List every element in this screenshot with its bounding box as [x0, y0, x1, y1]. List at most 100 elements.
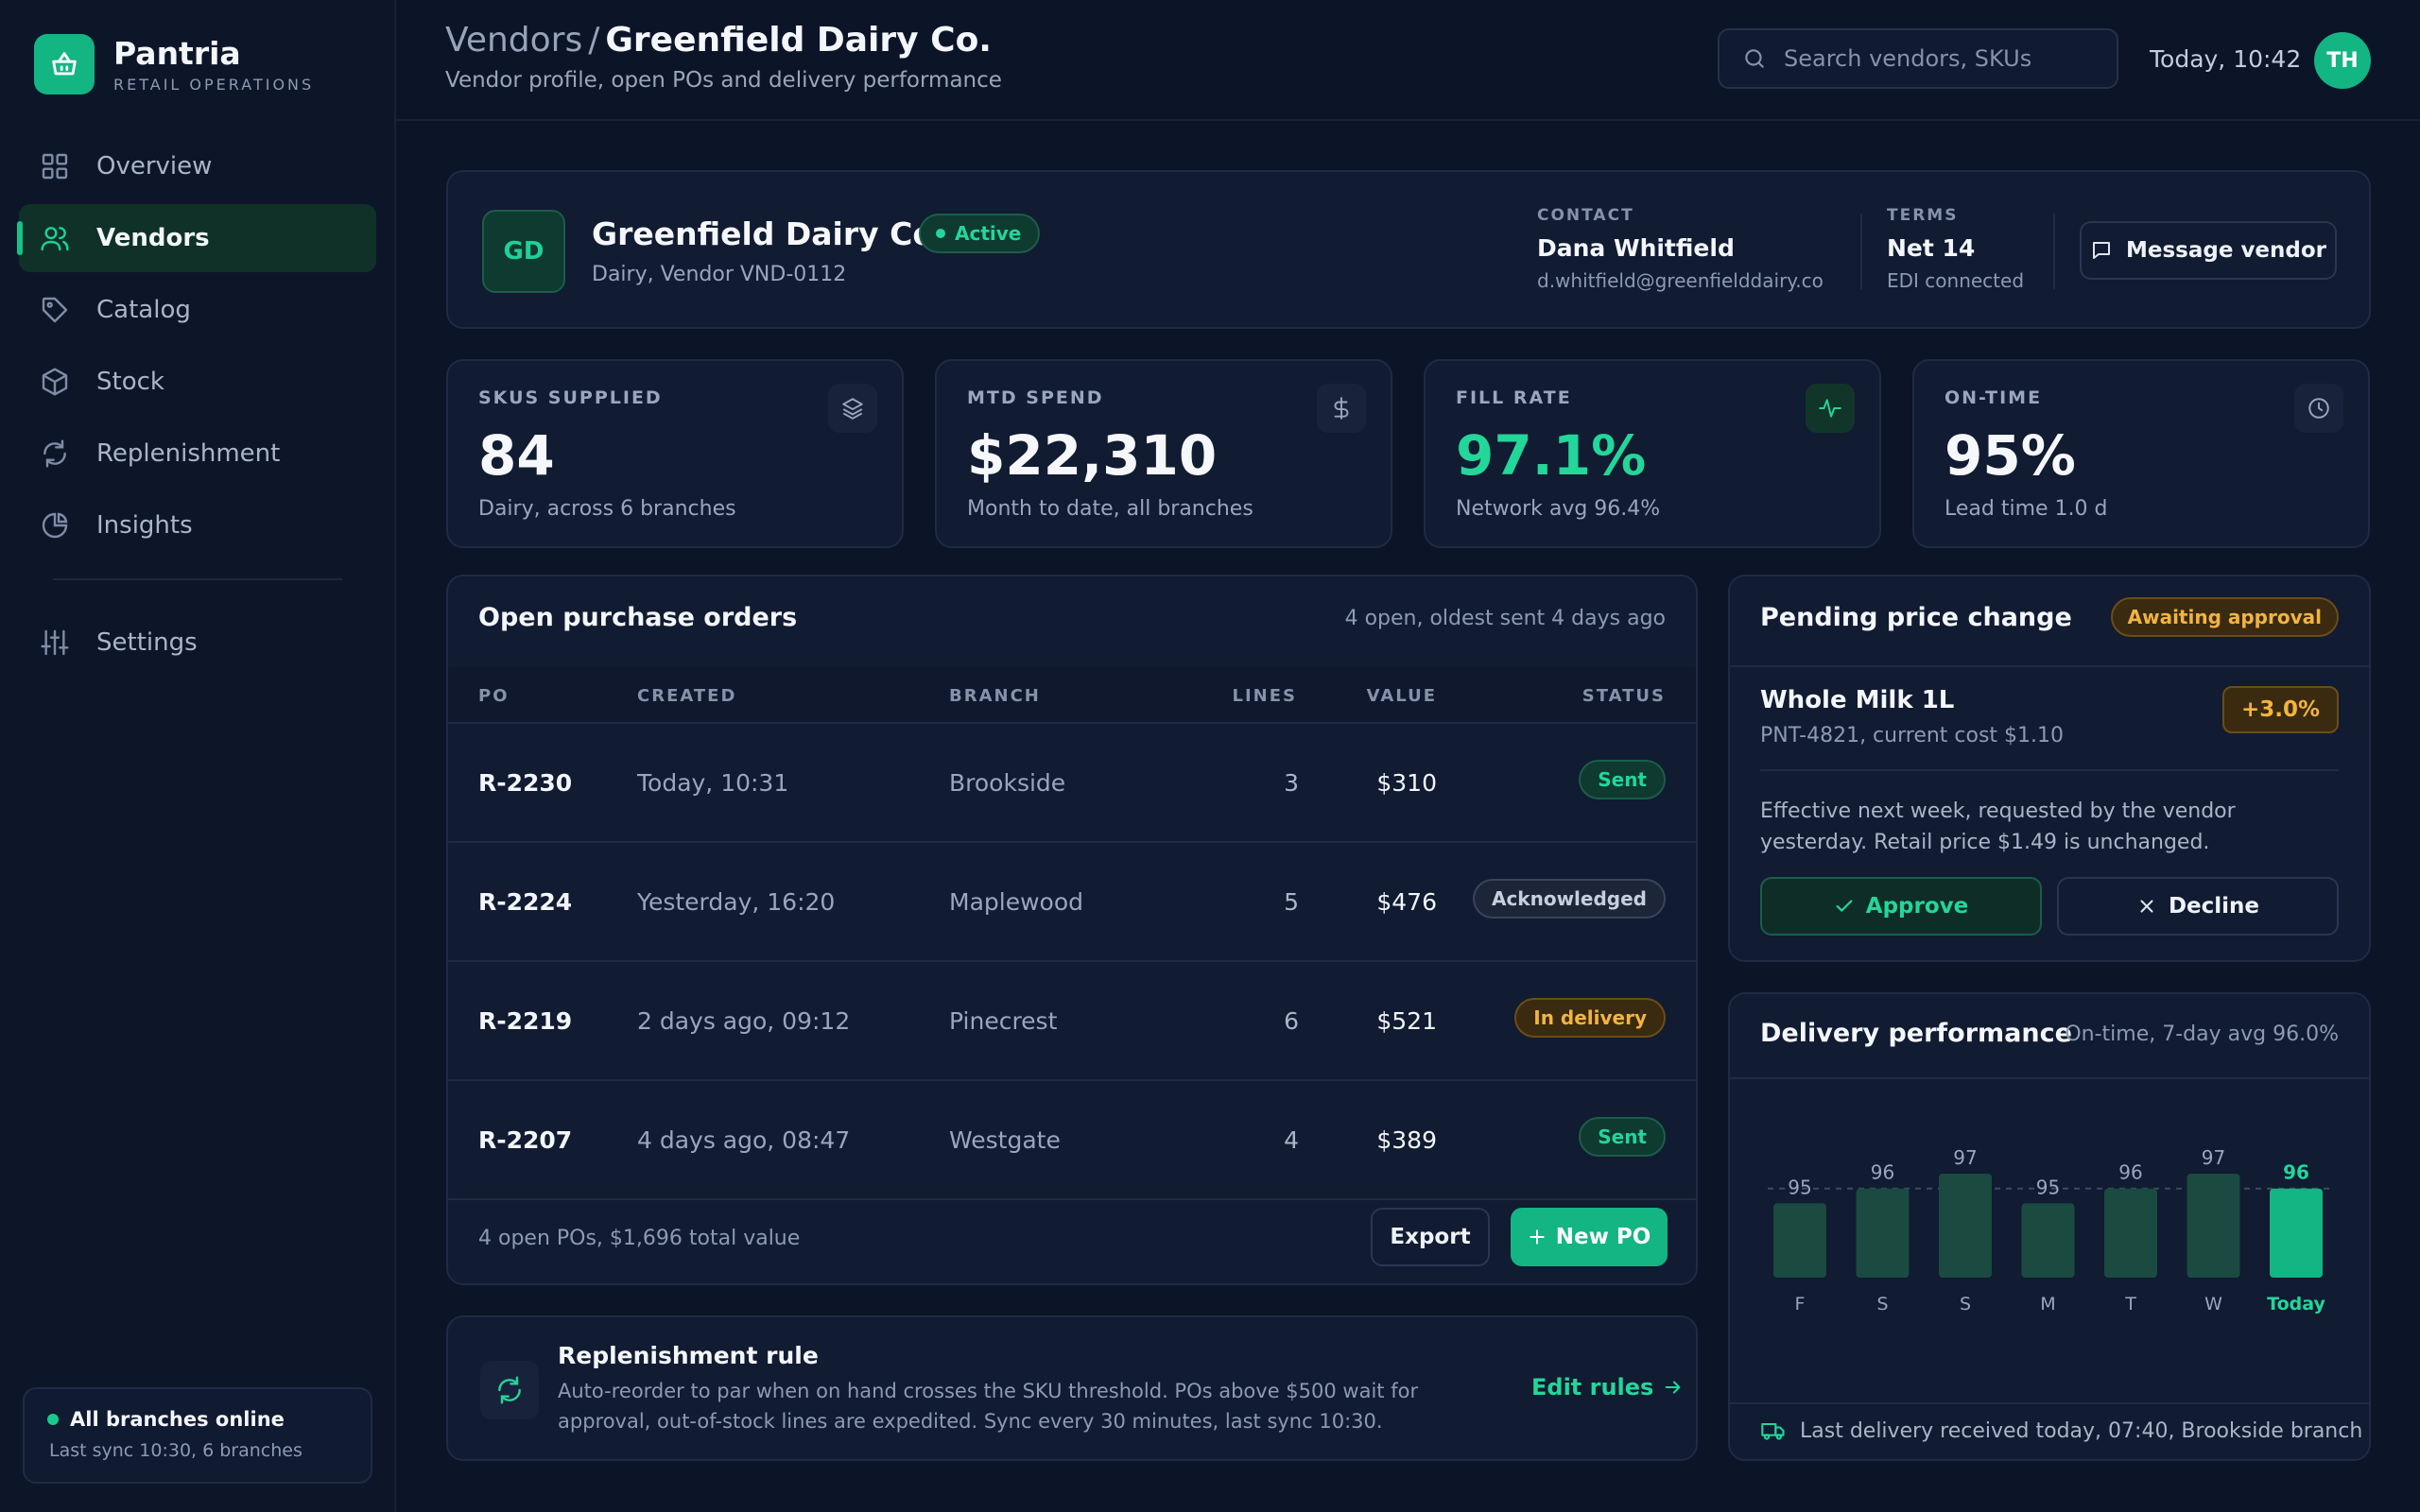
page-title: Greenfield Dairy Co.	[605, 21, 992, 60]
po-value: $521	[1376, 1007, 1437, 1035]
vendor-contact: CONTACT Dana Whitfield d.whitfield@green…	[1537, 206, 1824, 292]
po-branch: Maplewood	[949, 888, 1083, 916]
column-header[interactable]: VALUE	[1366, 686, 1437, 706]
stat-card-fill-rate: FILL RATE 97.1% Network avg 96.4%	[1424, 359, 1881, 548]
dollar-icon	[1317, 384, 1366, 433]
tag-icon	[42, 297, 68, 323]
approve-button[interactable]: Approve	[1760, 877, 2042, 936]
column-header[interactable]: LINES	[1232, 686, 1297, 706]
po-number[interactable]: R-2224	[478, 888, 573, 916]
chart-category-label: T	[2124, 1294, 2136, 1314]
chart-bar[interactable]	[1856, 1188, 1910, 1278]
chart-bar[interactable]	[2270, 1188, 2323, 1278]
table-row[interactable]: R-2219 2 days ago, 09:12 Pinecrest 6 $52…	[448, 962, 1696, 1081]
chart-bar[interactable]	[2187, 1174, 2240, 1278]
chart-bar[interactable]	[1939, 1174, 1992, 1278]
clock-icon	[2294, 384, 2343, 433]
sidebar-item-label: Replenishment	[96, 439, 281, 468]
status-title: All branches online	[70, 1408, 285, 1431]
divider	[2053, 214, 2055, 289]
stat-card-spend: MTD SPEND $22,310 Month to date, all bra…	[935, 359, 1392, 548]
po-branch: Pinecrest	[949, 1007, 1058, 1035]
chart-bar[interactable]	[1773, 1203, 1826, 1278]
table-row[interactable]: R-2230 Today, 10:31 Brookside 3 $310 Sen…	[448, 724, 1696, 843]
vendor-subtitle: Dairy, Vendor VND-0112	[592, 263, 847, 286]
column-header[interactable]: STATUS	[1582, 686, 1666, 706]
avatar[interactable]: TH	[2314, 32, 2371, 89]
brand[interactable]: Pantria RETAIL OPERATIONS	[34, 34, 314, 94]
branch-status[interactable]: All branches online Last sync 10:30, 6 b…	[23, 1387, 372, 1484]
refresh-icon	[43, 439, 66, 468]
new-po-button[interactable]: New PO	[1511, 1208, 1668, 1266]
chart-data-label: 96	[1871, 1161, 1894, 1184]
sidebar-item-label: Stock	[96, 368, 164, 396]
column-header[interactable]: PO	[478, 686, 510, 706]
sidebar-item-stock[interactable]: Stock	[19, 348, 376, 416]
message-vendor-label: Message vendor	[2125, 238, 2327, 263]
vendor-name: Greenfield Dairy Co.	[592, 215, 946, 252]
stat-value: 97.1%	[1456, 423, 1647, 488]
terms-label: TERMS	[1887, 206, 1959, 225]
stat-card-skus: SKUS SUPPLIED 84 Dairy, across 6 branche…	[446, 359, 904, 548]
table-row[interactable]: R-2224 Yesterday, 16:20 Maplewood 5 $476…	[448, 843, 1696, 962]
search-input[interactable]	[1784, 45, 2096, 72]
check-icon	[1836, 900, 1853, 912]
table-row[interactable]: R-2207 4 days ago, 08:47 Westgate 4 $389…	[448, 1081, 1696, 1200]
po-branch: Brookside	[949, 769, 1066, 797]
chart-data-label: 95	[1788, 1176, 1811, 1198]
status-dot	[936, 229, 945, 238]
sidebar-item-insights[interactable]: Insights	[19, 491, 376, 559]
sidebar-item-settings[interactable]: Settings	[19, 609, 376, 677]
sidebar-item-overview[interactable]: Overview	[19, 132, 376, 200]
po-value: $476	[1376, 888, 1437, 916]
table-header: PO CREATED BRANCH LINES VALUE STATUS	[448, 667, 1696, 724]
edit-rules-label: Edit rules	[1531, 1374, 1654, 1400]
breadcrumb-parent[interactable]: Vendors	[445, 21, 583, 60]
terms-value: Net 14	[1887, 234, 1976, 262]
stat-label: SKUS SUPPLIED	[478, 387, 663, 408]
rule-title: Replenishment rule	[558, 1342, 819, 1369]
stat-sub: Month to date, all branches	[967, 497, 1253, 521]
po-lines: 6	[1284, 1007, 1299, 1035]
card-title: Pending price change	[1760, 603, 2072, 632]
decline-label: Decline	[2168, 894, 2260, 919]
po-number[interactable]: R-2207	[478, 1126, 573, 1154]
price-item-sku: PNT-4821, current cost $1.10	[1760, 724, 2065, 747]
stat-sub: Lead time 1.0 d	[1945, 497, 2108, 521]
status-badge: In delivery	[1514, 998, 1666, 1038]
po-number[interactable]: R-2230	[478, 769, 573, 797]
stat-sub: Dairy, across 6 branches	[478, 497, 736, 521]
chart-data-label: 97	[2202, 1146, 2225, 1169]
price-change-card: Pending price change Awaiting approval W…	[1728, 575, 2371, 962]
contact-label: CONTACT	[1537, 206, 1634, 225]
sidebar-item-label: Catalog	[96, 296, 191, 324]
message-vendor-button[interactable]: Message vendor	[2080, 221, 2337, 280]
decline-button[interactable]: Decline	[2057, 877, 2339, 936]
chart-bar[interactable]	[2021, 1203, 2075, 1278]
search-box[interactable]	[1718, 28, 2118, 89]
export-button[interactable]: Export	[1371, 1208, 1490, 1266]
sidebar-item-catalog[interactable]: Catalog	[19, 276, 376, 344]
arrow-right-icon	[1666, 1381, 1681, 1394]
edit-rules-link[interactable]: Edit rules	[1531, 1374, 1684, 1400]
po-branch: Westgate	[949, 1126, 1061, 1154]
stat-label: ON-TIME	[1945, 387, 2043, 408]
sidebar-item-replenishment[interactable]: Replenishment	[19, 420, 376, 488]
chart-data-label: 95	[2036, 1176, 2060, 1198]
stat-card-on-time: ON-TIME 95% Lead time 1.0 d	[1912, 359, 2370, 548]
sidebar-item-vendors[interactable]: Vendors	[17, 204, 376, 272]
purchase-orders-card: Open purchase orders 4 open, oldest sent…	[446, 575, 1698, 1285]
chart-category-label: F	[1795, 1294, 1806, 1314]
column-header[interactable]: BRANCH	[949, 686, 1041, 706]
chart-category-label: S	[1960, 1294, 1971, 1314]
chart-bar[interactable]	[2104, 1188, 2157, 1278]
plus-icon	[1530, 1229, 1545, 1245]
column-header[interactable]: CREATED	[637, 686, 737, 706]
pie-icon	[42, 512, 68, 539]
contact-email[interactable]: d.whitfield@greenfielddairy.co	[1537, 269, 1824, 292]
chart-data-label: 96	[2118, 1161, 2142, 1184]
price-item-name: Whole Milk 1L	[1760, 686, 1955, 714]
po-number[interactable]: R-2219	[478, 1007, 573, 1035]
stat-value: 95%	[1945, 423, 2076, 488]
box-icon	[42, 368, 68, 396]
